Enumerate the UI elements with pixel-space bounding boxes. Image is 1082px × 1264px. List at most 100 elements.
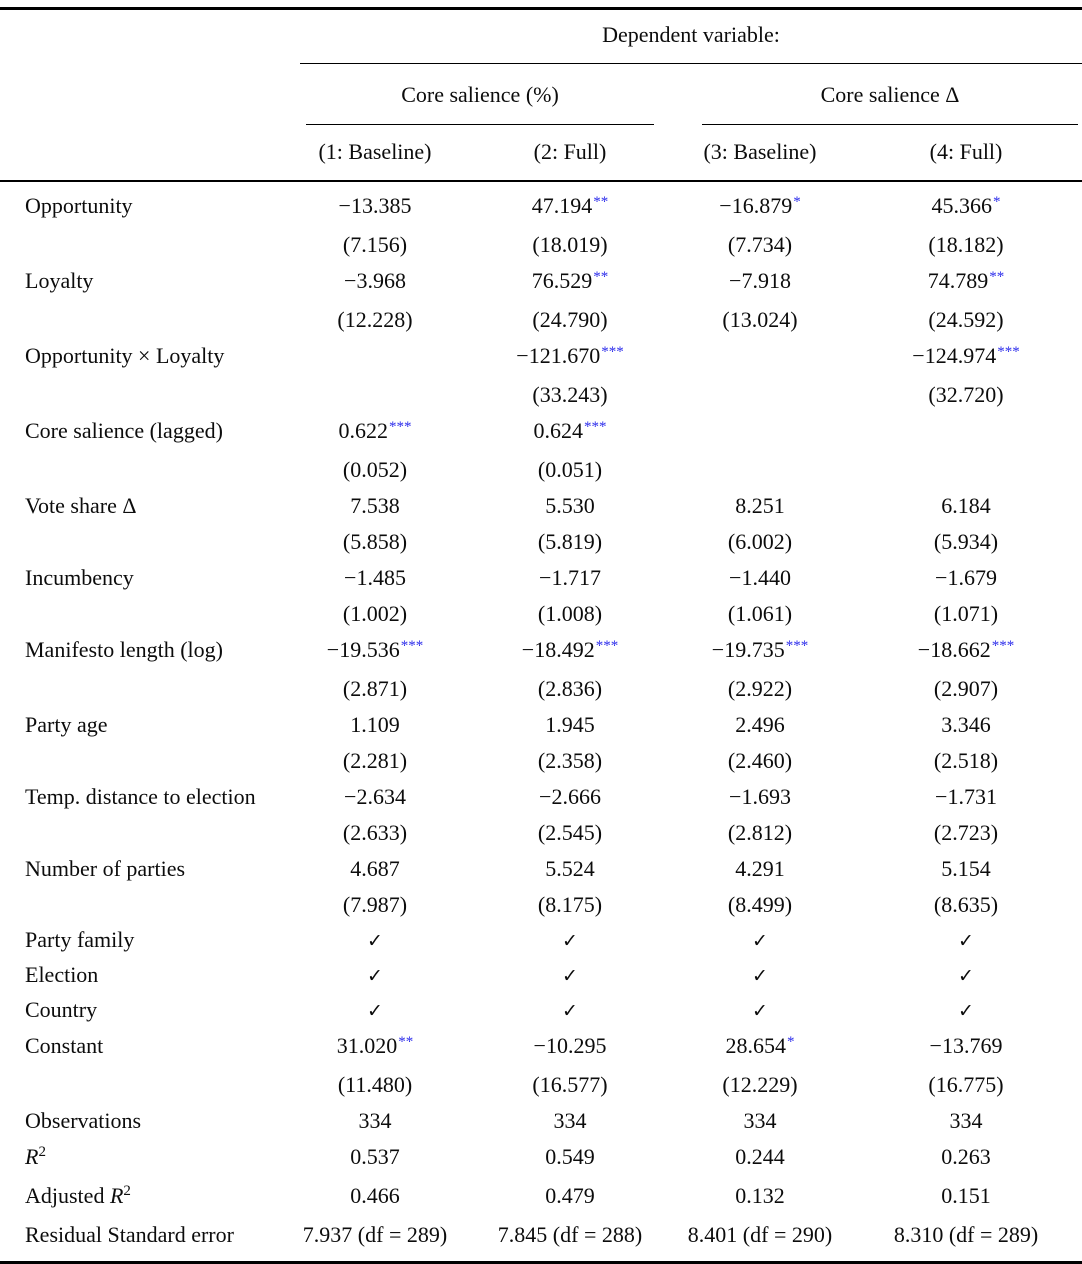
standard-error-cell: (2.358) <box>537 748 603 773</box>
coefficient-cell <box>280 338 470 377</box>
coefficient-value: −7.918 <box>729 268 791 293</box>
coefficient-cell: −1.693 <box>670 779 850 815</box>
coefficient-value: 4.687 <box>350 856 400 881</box>
checkmark-icon: ✓ <box>367 930 383 952</box>
checkmark-icon: ✓ <box>562 930 578 952</box>
regression-table: Dependent variable: Core salience (%) Co… <box>0 7 1082 1264</box>
coefficient-cell: −19.735*** <box>670 632 850 671</box>
coefficient-value: 7.538 <box>350 493 400 518</box>
row-label: Temp. distance to election <box>25 784 256 809</box>
coefficient-value: −1.440 <box>729 565 791 590</box>
standard-error-row: (7.156) (18.019) (7.734) (18.182) <box>0 227 1082 263</box>
coefficient-cell <box>850 413 1082 452</box>
significance-stars: * <box>787 1034 795 1050</box>
fixed-effect-cell: ✓ <box>470 958 670 993</box>
coefficient-value: 1.109 <box>350 712 400 737</box>
summary-stat-cell: 8.401 (df = 290) <box>687 1222 833 1247</box>
coefficient-value: −3.968 <box>344 268 406 293</box>
coefficient-value: −19.735 <box>711 637 785 662</box>
coefficient-value: 5.530 <box>545 493 595 518</box>
coefficient-cell: 74.789** <box>850 263 1082 302</box>
coefficient-row: Number of parties 4.687 5.524 4.291 5.154 <box>0 851 1082 887</box>
row-label: Manifesto length (log) <box>25 637 223 662</box>
significance-stars: ** <box>398 1034 414 1050</box>
row-label-empty <box>0 596 280 632</box>
standard-error-cell: (2.518) <box>933 748 999 773</box>
standard-error-cell: (2.836) <box>537 676 603 701</box>
row-label: Opportunity <box>25 193 133 218</box>
coefficient-row: Core salience (lagged) 0.622*** 0.624*** <box>0 413 1082 452</box>
summary-stat-cell: 8.310 (df = 289) <box>893 1222 1039 1247</box>
coefficient-value: −1.717 <box>539 565 601 590</box>
checkmark-icon: ✓ <box>752 1000 768 1022</box>
row-label-empty <box>0 524 280 560</box>
coefficient-cell: −124.974*** <box>850 338 1082 377</box>
standard-error-cell: (7.987) <box>342 892 408 917</box>
coefficient-value: 31.020 <box>336 1033 398 1058</box>
summary-stat-cell: 7.937 (df = 289) <box>302 1222 448 1247</box>
column-header-model-3: (3: Baseline) <box>670 125 850 182</box>
coefficient-value: −18.492 <box>521 637 595 662</box>
standard-error-row: (1.002) (1.008) (1.061) (1.071) <box>0 596 1082 632</box>
dependent-variable-label: Dependent variable: <box>602 22 780 47</box>
label-text: Adjusted <box>25 1183 110 1208</box>
standard-error-row: (7.987) (8.175) (8.499) (8.635) <box>0 887 1082 923</box>
row-label: Loyalty <box>25 268 94 293</box>
row-label-empty <box>0 743 280 779</box>
summary-stat-cell: 0.263 <box>941 1144 991 1169</box>
summary-stat-cell: 0.479 <box>545 1183 595 1208</box>
row-label: Observations <box>25 1108 142 1133</box>
standard-error-cell: (8.499) <box>727 892 793 917</box>
significance-stars: ** <box>593 194 609 210</box>
coefficient-value: 3.346 <box>941 712 991 737</box>
standard-error-cell: (11.480) <box>337 1072 413 1097</box>
standard-error-cell: (7.734) <box>727 232 793 257</box>
coefficient-row: Temp. distance to election −2.634 −2.666 −1… <box>0 779 1082 815</box>
model-corner-cell <box>0 125 280 182</box>
summary-stat-cell: 0.132 <box>735 1183 785 1208</box>
coefficient-value: −18.662 <box>917 637 991 662</box>
significance-stars: *** <box>785 638 809 654</box>
coefficient-cell: −13.385 <box>280 181 470 227</box>
standard-error-cell: (7.156) <box>342 232 408 257</box>
fixed-effect-cell: ✓ <box>850 923 1082 958</box>
coefficient-value: −13.769 <box>929 1033 1003 1058</box>
group-label: Core salience Δ <box>820 82 960 107</box>
coefficient-cell: 1.109 <box>280 707 470 743</box>
model-header-row: (1: Baseline) (2: Full) (3: Baseline) (4… <box>0 125 1082 182</box>
coefficient-cell: −10.295 <box>470 1028 670 1067</box>
checkmark-icon: ✓ <box>958 930 974 952</box>
coefficient-cell: −1.717 <box>470 560 670 596</box>
significance-stars: *** <box>584 419 607 435</box>
fixed-effect-cell: ✓ <box>280 993 470 1028</box>
coefficient-value: 5.154 <box>941 856 991 881</box>
row-label: Incumbency <box>25 565 134 590</box>
summary-stat-cell: 334 <box>743 1108 777 1133</box>
coefficient-value: −1.485 <box>344 565 406 590</box>
coefficient-value: 2.496 <box>735 712 785 737</box>
coefficient-value: −121.670 <box>516 343 601 368</box>
fixed-effect-cell: ✓ <box>670 958 850 993</box>
significance-stars: *** <box>997 344 1020 360</box>
significance-stars: *** <box>601 344 624 360</box>
standard-error-cell: (2.871) <box>342 676 408 701</box>
coefficient-value: −2.634 <box>344 784 406 809</box>
fixed-effects-row: Party family ✓ ✓ ✓ ✓ <box>0 923 1082 958</box>
standard-error-cell: (2.723) <box>933 820 999 845</box>
significance-stars: *** <box>389 419 412 435</box>
significance-stars: *** <box>400 638 424 654</box>
summary-stat-cell: 0.151 <box>941 1183 991 1208</box>
fixed-effects-row: Election ✓ ✓ ✓ ✓ <box>0 958 1082 993</box>
summary-stat-row: Residual Standard error 7.937 (df = 289) 7… <box>0 1217 1082 1263</box>
row-label: Party age <box>25 712 108 737</box>
coefficient-value: −2.666 <box>539 784 601 809</box>
significance-stars: * <box>993 194 1001 210</box>
coefficient-cell: 3.346 <box>850 707 1082 743</box>
coefficient-value: 1.945 <box>545 712 595 737</box>
coefficient-row: Constant 31.020** −10.295 28.654* −13.769 <box>0 1028 1082 1067</box>
coefficient-cell: −1.485 <box>280 560 470 596</box>
row-label-empty <box>0 815 280 851</box>
row-label: Party family <box>25 927 135 952</box>
coefficient-value: 47.194 <box>531 193 593 218</box>
coefficient-cell: −1.731 <box>850 779 1082 815</box>
